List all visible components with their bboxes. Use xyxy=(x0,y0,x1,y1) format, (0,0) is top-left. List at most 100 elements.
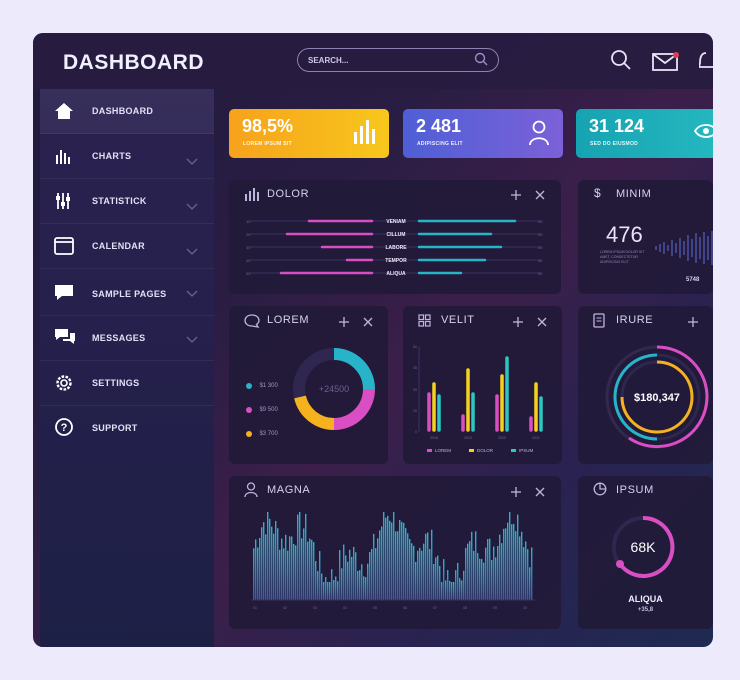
magna-wave-bar xyxy=(453,582,455,600)
magna-wave-bar xyxy=(487,539,489,600)
magna-wave-bar xyxy=(505,528,507,600)
magna-wave-bar xyxy=(503,528,505,600)
chevron-down-icon[interactable] xyxy=(186,197,198,215)
magna-wave-bar xyxy=(495,557,497,600)
magna-wave-bar xyxy=(449,580,451,600)
sidebar-item-dashboard[interactable]: Dashboard xyxy=(40,89,214,134)
magna-wave-bar xyxy=(357,570,359,600)
magna-wave-bar xyxy=(369,552,371,600)
magna-wave-bar xyxy=(281,538,283,600)
magna-wave-bar xyxy=(463,570,465,600)
magna-wave-bar xyxy=(433,563,435,600)
close-icon[interactable] xyxy=(535,484,545,502)
svg-text:02: 02 xyxy=(283,606,287,610)
magna-wave-bar xyxy=(283,548,285,600)
chevron-down-icon[interactable] xyxy=(186,152,198,170)
kpi-card-views[interactable]: 31 124 SED DO EIUSMOD xyxy=(576,109,713,158)
minim-waveform xyxy=(655,231,713,265)
add-icon[interactable] xyxy=(511,187,521,205)
dolor-row-label: LABORE xyxy=(385,245,407,251)
sidebar-item-calendar[interactable]: CALENDAR xyxy=(40,224,214,269)
magna-wave-bar xyxy=(445,580,447,600)
add-icon[interactable] xyxy=(339,314,349,332)
magna-wave-bar xyxy=(381,526,383,600)
magna-wave-bar xyxy=(313,542,315,600)
add-icon[interactable] xyxy=(513,314,523,332)
bar-chart-icon xyxy=(244,187,260,206)
kpi-card-rate[interactable]: 98,5% LOREM IPSUM SIT xyxy=(229,109,389,158)
magna-wave-bar xyxy=(521,531,523,600)
close-icon[interactable] xyxy=(535,187,545,205)
magna-wave-bar xyxy=(387,515,389,600)
magna-wave-bar xyxy=(475,531,477,600)
magna-wave-bar xyxy=(377,538,379,600)
magna-wave-bar xyxy=(525,541,527,600)
kpi-card-users[interactable]: 2 481 ADIPISCING ELIT xyxy=(403,109,563,158)
magna-wave-bar xyxy=(507,522,509,600)
magna-wave-bar xyxy=(471,531,473,600)
comment-icon xyxy=(54,284,74,307)
search-icon[interactable] xyxy=(474,52,488,71)
app-title: DASHBOARD xyxy=(63,51,204,74)
magna-wave-bar xyxy=(257,547,259,600)
magna-wave-bar xyxy=(375,548,377,600)
magna-wave-bar xyxy=(451,582,453,600)
magna-wave-bar xyxy=(263,522,265,600)
sidebar-item-label: STATISTICK xyxy=(92,196,147,206)
sidebar-item-settings[interactable]: SETTINGS xyxy=(40,361,214,406)
magna-wave-bar xyxy=(295,545,297,600)
bar-chart-icon xyxy=(54,147,72,170)
search-icon[interactable] xyxy=(610,49,632,76)
svg-text:30: 30 xyxy=(246,245,251,250)
bell-icon[interactable] xyxy=(697,51,713,78)
sidebar-item-messages[interactable]: MESSAGES xyxy=(40,316,214,361)
mail-icon[interactable] xyxy=(652,52,680,77)
magna-wave-bar xyxy=(287,550,289,600)
magna-wave-bar xyxy=(509,512,511,600)
svg-text:30: 30 xyxy=(538,245,543,250)
chevron-down-icon[interactable] xyxy=(186,284,198,302)
search-input[interactable] xyxy=(306,52,460,69)
magna-wave-bar xyxy=(327,582,329,600)
dashboard-window: DASHBOARD Dashboard CHARTS S xyxy=(33,33,713,647)
chevron-down-icon[interactable] xyxy=(186,330,198,348)
magna-wave-bar xyxy=(419,547,421,600)
magna-wave-bar xyxy=(363,576,365,600)
legend-item: $9 500 xyxy=(246,401,278,419)
close-icon[interactable] xyxy=(537,314,547,332)
sidebar-item-sample-pages[interactable]: SAMPLE PAGES xyxy=(40,269,214,316)
document-icon xyxy=(593,313,605,333)
add-icon[interactable] xyxy=(688,314,698,332)
magna-area-chart: 01 02 03 04 05 06 07 08 09 10 xyxy=(251,512,535,610)
svg-text:?: ? xyxy=(61,422,68,434)
add-icon[interactable] xyxy=(511,484,521,502)
ipsum-label: ALIQUA xyxy=(628,594,663,604)
minim-value: 476 xyxy=(606,222,643,247)
magna-wave-bar xyxy=(315,561,317,600)
magna-wave-bar xyxy=(293,543,295,600)
magna-wave-bar xyxy=(411,543,413,600)
pie-chart-icon xyxy=(593,482,607,501)
magna-wave-bar xyxy=(285,534,287,600)
magna-wave-bar xyxy=(431,529,433,600)
magna-wave-bar xyxy=(379,530,381,600)
svg-text:08: 08 xyxy=(463,606,467,610)
minim-card: $ MINIM 476 LOREM IPSUM DOLOR SIT AMET, … xyxy=(578,180,713,294)
magna-wave-bar xyxy=(499,534,501,600)
close-icon[interactable] xyxy=(363,314,373,332)
legend-swatch xyxy=(246,382,252,389)
chevron-down-icon[interactable] xyxy=(186,242,198,260)
magna-wave-bar xyxy=(413,545,415,600)
svg-text:40: 40 xyxy=(246,258,251,263)
magna-wave-bar xyxy=(391,522,393,600)
magna-wave-bar xyxy=(317,571,319,600)
search-box[interactable] xyxy=(297,48,499,72)
sidebar-item-charts[interactable]: CHARTS xyxy=(40,134,214,179)
sidebar-item-support[interactable]: ? SUPPORT xyxy=(40,406,214,450)
svg-text:15: 15 xyxy=(413,409,417,413)
card-title: MAGNA xyxy=(267,484,311,496)
magna-wave-bar xyxy=(261,527,263,600)
magna-wave-bar xyxy=(415,561,417,600)
sidebar-item-statistick[interactable]: STATISTICK xyxy=(40,179,214,224)
lorem-donut-center: +24500 xyxy=(319,384,349,394)
